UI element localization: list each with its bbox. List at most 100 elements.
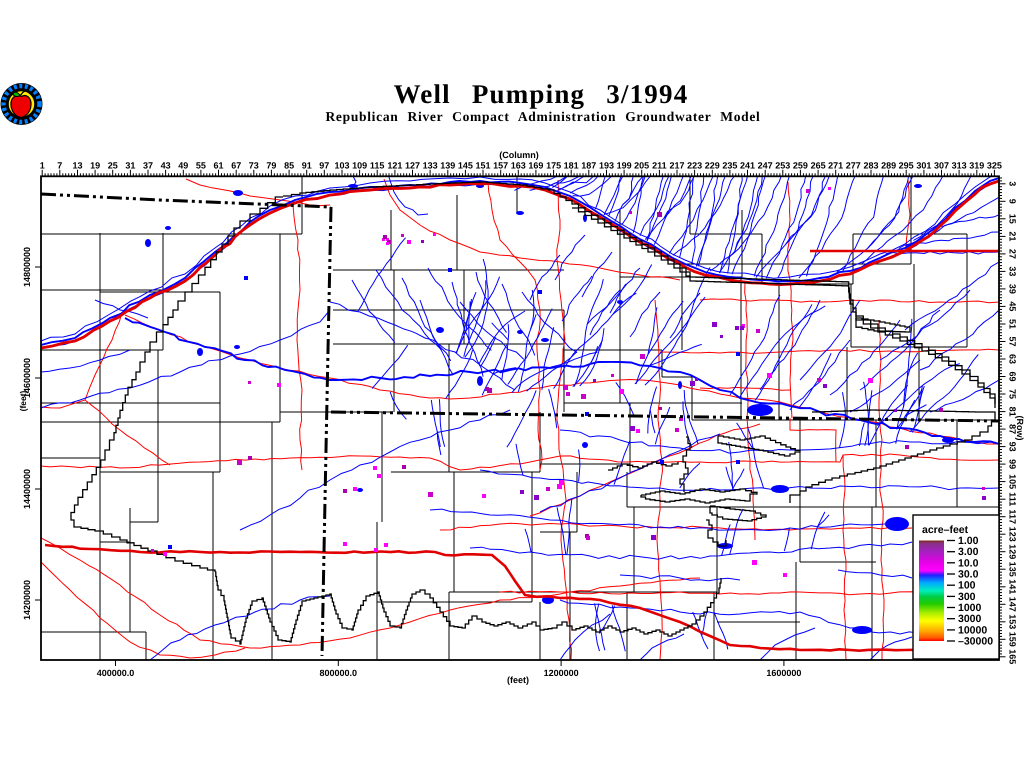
svg-text:307: 307: [934, 160, 949, 170]
svg-text:49: 49: [178, 160, 188, 170]
svg-text:103: 103: [334, 160, 349, 170]
svg-text:175: 175: [546, 160, 561, 170]
svg-text:(Row): (Row): [1015, 416, 1024, 441]
svg-text:223: 223: [687, 160, 702, 170]
svg-text:253: 253: [775, 160, 790, 170]
svg-text:33: 33: [1008, 266, 1018, 276]
svg-text:800000.0: 800000.0: [320, 668, 358, 678]
svg-text:67: 67: [231, 160, 241, 170]
svg-text:(Column): (Column): [499, 150, 539, 160]
svg-text:165: 165: [1008, 649, 1018, 664]
svg-text:141: 141: [1008, 579, 1018, 594]
svg-text:1200000: 1200000: [544, 668, 579, 678]
svg-text:153: 153: [1008, 614, 1018, 629]
svg-text:14600000: 14600000: [22, 358, 32, 398]
svg-text:85: 85: [284, 160, 294, 170]
svg-text:313: 313: [952, 160, 967, 170]
svg-text:129: 129: [1008, 544, 1018, 559]
svg-text:193: 193: [599, 160, 614, 170]
svg-text:19: 19: [90, 160, 100, 170]
svg-text:127: 127: [405, 160, 420, 170]
svg-text:187: 187: [581, 160, 596, 170]
svg-text:10.0: 10.0: [958, 557, 979, 569]
svg-text:73: 73: [249, 160, 259, 170]
svg-text:14400000: 14400000: [22, 469, 32, 509]
svg-text:319: 319: [969, 160, 984, 170]
svg-text:91: 91: [302, 160, 312, 170]
svg-text:115: 115: [370, 160, 385, 170]
svg-text:1.00: 1.00: [958, 535, 979, 547]
svg-text:51: 51: [1008, 319, 1018, 329]
svg-text:Republican River Compact Admin: Republican River Compact Administration …: [325, 109, 760, 124]
svg-text:199: 199: [617, 160, 632, 170]
svg-text:63: 63: [1008, 354, 1018, 364]
svg-text:39: 39: [1008, 284, 1018, 294]
svg-text:159: 159: [1008, 632, 1018, 647]
svg-text:109: 109: [352, 160, 367, 170]
svg-text:25: 25: [108, 160, 118, 170]
svg-text:45: 45: [1008, 301, 1018, 311]
svg-text:(feet): (feet): [18, 390, 28, 411]
svg-text:277: 277: [846, 160, 861, 170]
svg-text:57: 57: [1008, 336, 1018, 346]
svg-text:205: 205: [634, 160, 649, 170]
svg-text:181: 181: [564, 160, 579, 170]
svg-text:289: 289: [881, 160, 896, 170]
svg-text:300: 300: [958, 591, 976, 603]
svg-text:3.00: 3.00: [958, 546, 979, 558]
svg-text:283: 283: [863, 160, 878, 170]
svg-text:235: 235: [722, 160, 737, 170]
svg-text:295: 295: [899, 160, 914, 170]
svg-text:acre–feet: acre–feet: [922, 524, 969, 536]
svg-text:31: 31: [125, 160, 135, 170]
svg-text:37: 37: [143, 160, 153, 170]
svg-text:69: 69: [1008, 371, 1018, 381]
svg-text:3000: 3000: [958, 613, 982, 625]
svg-text:147: 147: [1008, 597, 1018, 612]
svg-text:217: 217: [669, 160, 684, 170]
svg-text:87: 87: [1008, 424, 1018, 434]
svg-text:247: 247: [758, 160, 773, 170]
svg-text:157: 157: [493, 160, 508, 170]
svg-text:325: 325: [987, 160, 1002, 170]
svg-text:163: 163: [511, 160, 526, 170]
svg-text:3: 3: [1008, 181, 1018, 186]
svg-text:301: 301: [916, 160, 931, 170]
svg-text:93: 93: [1008, 442, 1018, 452]
svg-text:43: 43: [161, 160, 171, 170]
svg-text:30.0: 30.0: [958, 569, 979, 581]
svg-text:1000: 1000: [958, 602, 982, 614]
svg-text:55: 55: [196, 160, 206, 170]
svg-text:145: 145: [458, 160, 473, 170]
svg-text:97: 97: [319, 160, 329, 170]
svg-text:Well Pumping 3/1994: Well Pumping 3/1994: [394, 79, 689, 109]
svg-text:100: 100: [958, 580, 976, 592]
svg-text:75: 75: [1008, 389, 1018, 399]
svg-text:15: 15: [1008, 214, 1018, 224]
svg-text:1600000: 1600000: [766, 668, 801, 678]
svg-text:14200000: 14200000: [22, 580, 32, 620]
svg-text:(feet): (feet): [507, 675, 529, 685]
svg-text:105: 105: [1008, 474, 1018, 489]
svg-text:9: 9: [1008, 199, 1018, 204]
svg-text:81: 81: [1008, 407, 1018, 417]
svg-text:1: 1: [40, 160, 45, 170]
svg-text:79: 79: [266, 160, 276, 170]
svg-text:271: 271: [828, 160, 843, 170]
svg-text:211: 211: [652, 160, 667, 170]
svg-text:117: 117: [1008, 509, 1018, 524]
svg-text:151: 151: [475, 160, 490, 170]
svg-text:99: 99: [1008, 459, 1018, 469]
svg-text:135: 135: [1008, 562, 1018, 577]
svg-text:21: 21: [1008, 231, 1018, 241]
svg-text:139: 139: [440, 160, 455, 170]
svg-text:169: 169: [528, 160, 543, 170]
svg-text:241: 241: [740, 160, 755, 170]
svg-text:123: 123: [1008, 527, 1018, 542]
svg-text:265: 265: [811, 160, 826, 170]
svg-text:61: 61: [213, 160, 223, 170]
svg-text:133: 133: [423, 160, 438, 170]
svg-text:111: 111: [1008, 492, 1018, 506]
svg-text:7: 7: [57, 160, 62, 170]
svg-text:229: 229: [705, 160, 720, 170]
